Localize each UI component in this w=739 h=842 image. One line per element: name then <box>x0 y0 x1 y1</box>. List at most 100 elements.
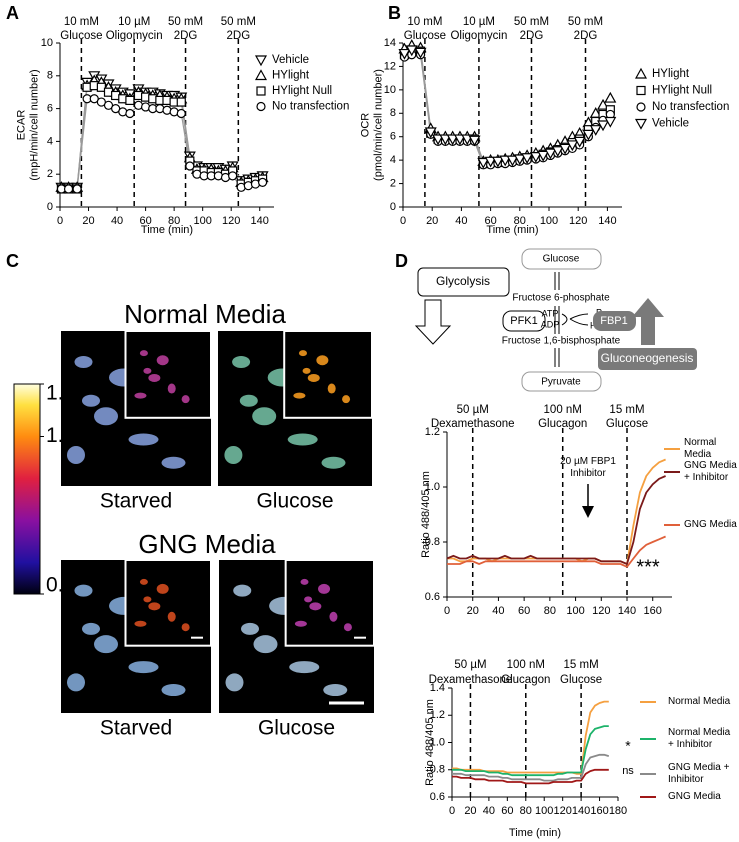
x-tick-label: 140 <box>598 215 616 227</box>
event-label: 50 µM <box>457 404 489 416</box>
cell <box>241 622 259 635</box>
event-label: 10 µM <box>118 16 150 28</box>
cell <box>224 446 243 464</box>
metabolite: Fructose 1,6-bisphosphate <box>502 336 621 347</box>
condition-label: Glucose <box>256 490 333 513</box>
legend-label: GNG Media <box>668 791 721 802</box>
panel-label: C <box>6 251 19 271</box>
y-tick-label: 0 <box>47 201 53 213</box>
x-tick-label: 80 <box>168 215 180 227</box>
data-point <box>125 108 135 119</box>
event-label: Glucose <box>404 30 446 42</box>
event-label: 50 µM <box>454 659 486 671</box>
colorbar <box>13 383 41 595</box>
data-point <box>414 47 427 59</box>
event-label: 15 mM <box>609 404 644 416</box>
inset-cell <box>343 623 352 632</box>
event-label: 10 µM <box>463 16 495 28</box>
y-axis-label-line: OCR <box>359 113 371 138</box>
x-tick-label: 0 <box>444 605 450 617</box>
x-tick-label: 120 <box>222 215 240 227</box>
event-label: 50 mM <box>221 16 256 28</box>
y-tick-label: 1.2 <box>425 426 440 438</box>
x-tick-label: 120 <box>569 215 587 227</box>
event-label: Glucose <box>606 418 648 430</box>
x-axis-label: Time (min) <box>141 224 193 236</box>
y-axis-label-line: Ratio 488/405 nm <box>420 471 432 558</box>
data-point <box>551 146 564 158</box>
inset-cell <box>294 620 307 627</box>
cell <box>321 456 346 469</box>
cell <box>161 684 186 697</box>
inset-cell <box>156 355 169 366</box>
y-tick-label: 12 <box>384 60 396 72</box>
event-label: 50 mM <box>168 16 203 28</box>
inset-cell <box>293 392 306 399</box>
cofactor-arrows <box>561 313 589 326</box>
inset-cell <box>139 578 148 585</box>
cell <box>225 673 244 692</box>
x-tick-label: 140 <box>618 605 636 617</box>
data-point <box>491 156 504 168</box>
y-tick-label: 0.8 <box>425 536 440 548</box>
event-label: 2DG <box>174 30 198 42</box>
y-tick-label: 1.4 <box>430 682 445 694</box>
cell <box>74 584 93 597</box>
glycolysis-arrow <box>414 299 452 345</box>
inset-cell <box>167 383 176 394</box>
event-label: 2DG <box>227 30 251 42</box>
cell <box>94 635 118 654</box>
data-point <box>477 157 490 169</box>
inset-cell <box>298 350 307 357</box>
cell <box>128 661 159 674</box>
x-tick-label: 40 <box>492 605 504 617</box>
inset-cell <box>302 367 311 374</box>
cell <box>239 394 258 407</box>
inset-cell <box>156 583 169 594</box>
x-tick-label: 40 <box>483 805 495 817</box>
event-label: Oligomycin <box>106 30 163 42</box>
x-tick-label: 80 <box>544 605 556 617</box>
glycolysis-label: Glycolysis <box>436 274 490 288</box>
event-label: 100 nM <box>544 404 582 416</box>
data-point <box>446 134 459 146</box>
x-tick-label: 60 <box>139 215 151 227</box>
series-line <box>452 753 610 782</box>
legend-label: Vehicle <box>272 54 309 66</box>
cell <box>233 584 252 597</box>
cell <box>161 456 186 469</box>
gluconeogenesis-arrow <box>632 298 664 345</box>
cell <box>94 407 118 426</box>
condition-label: Starved <box>100 490 172 513</box>
legend-marker <box>256 86 266 96</box>
y-tick-label: 0 <box>390 201 396 213</box>
pathway-diagram: D Glycolysis Glucose Fructose 6-phosphat… <box>395 248 697 392</box>
inset-cell <box>148 373 161 382</box>
legend-label: HYlight <box>652 68 690 80</box>
y-tick-label: 6 <box>390 131 396 143</box>
data-point <box>604 116 617 128</box>
legend-label: Normal Media <box>668 696 731 707</box>
reaction-arrows <box>554 306 560 334</box>
glycolysis-box <box>417 267 510 297</box>
cofactor: ADP <box>541 319 560 329</box>
x-tick-label: 100 <box>566 605 584 617</box>
data-point <box>468 135 481 147</box>
y-tick-label: 0.6 <box>425 591 440 603</box>
inset-cell <box>167 611 176 622</box>
x-tick-label: 120 <box>553 805 571 817</box>
data-point <box>72 184 82 194</box>
inset-cell <box>139 350 148 357</box>
x-tick-label: 0 <box>57 215 63 227</box>
data-point <box>432 134 445 146</box>
cell <box>82 394 100 407</box>
series-line <box>452 768 609 785</box>
data-point <box>176 108 186 119</box>
legend-label: GNG Media + Inhibitor <box>684 460 737 483</box>
x-tick-label: 20 <box>467 605 479 617</box>
x-tick-label: 40 <box>455 215 467 227</box>
inset-cell <box>307 373 320 382</box>
data-point <box>228 171 238 181</box>
inset-cell <box>327 383 336 394</box>
